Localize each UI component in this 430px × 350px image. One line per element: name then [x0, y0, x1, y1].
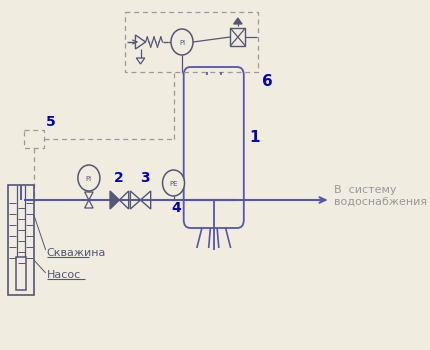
- Text: 3: 3: [141, 171, 150, 185]
- Circle shape: [163, 170, 184, 196]
- Text: 5: 5: [46, 115, 55, 129]
- Circle shape: [171, 29, 193, 55]
- Bar: [230, 28, 246, 46]
- Text: PI: PI: [86, 176, 92, 182]
- Bar: [125, 12, 258, 72]
- Text: 1: 1: [249, 130, 259, 145]
- Text: PI: PI: [179, 40, 185, 46]
- Text: Насос: Насос: [46, 270, 81, 280]
- Text: В  систему
водоснабжения: В систему водоснабжения: [335, 185, 427, 207]
- Text: Скважина: Скважина: [46, 248, 106, 258]
- Bar: [9, 185, 34, 295]
- Text: 2: 2: [114, 171, 123, 185]
- Polygon shape: [110, 191, 120, 209]
- Bar: [24, 130, 44, 148]
- Bar: [16, 257, 26, 289]
- Text: 4: 4: [172, 201, 181, 215]
- Circle shape: [78, 165, 100, 191]
- Text: PE: PE: [169, 181, 178, 187]
- Polygon shape: [233, 18, 242, 24]
- Text: 6: 6: [261, 74, 272, 89]
